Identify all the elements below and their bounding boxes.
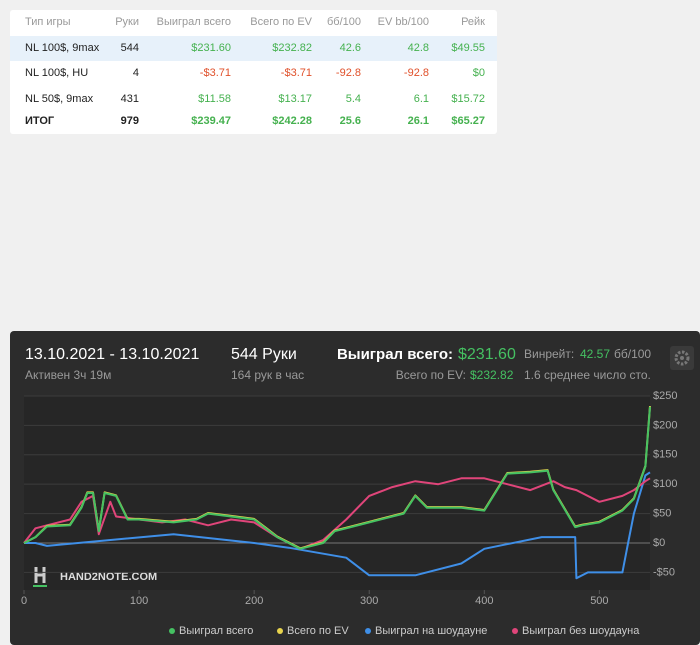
y-tick-label: -$50 — [653, 566, 675, 578]
table-cell: 25.6 — [340, 115, 361, 127]
date-range: 13.10.2021 - 13.10.2021 — [25, 346, 199, 363]
hands-rate: 164 рук в час — [231, 368, 304, 382]
table-cell: $242.28 — [272, 115, 312, 127]
legend-marker — [512, 628, 518, 634]
y-tick-label: $50 — [653, 507, 671, 519]
table-cell: 42.8 — [408, 42, 429, 54]
x-tick-label: 200 — [245, 595, 263, 607]
legend-label: Выиграл всего — [179, 625, 253, 637]
legend-label: Выиграл без шоудауна — [522, 625, 640, 637]
table-cell: 26.1 — [408, 115, 429, 127]
hands: 544 Руки — [231, 346, 297, 363]
table-cell: $65.27 — [451, 115, 485, 127]
won-value: $231.60 — [458, 346, 516, 363]
watermark-text: HAND2NOTE.COM — [60, 571, 157, 583]
plot-area — [24, 396, 650, 590]
ev-value: $232.82 — [470, 368, 514, 382]
watermark: HAND2NOTE.COM — [33, 567, 157, 587]
y-tick-label: $200 — [653, 419, 677, 431]
table-cell: $239.47 — [191, 115, 231, 127]
table-cell: -$3.71 — [281, 67, 312, 79]
winrate-unit: бб/100 — [614, 347, 651, 361]
y-tick-label: $150 — [653, 449, 677, 461]
row-highlight — [10, 36, 497, 61]
table-cell: 4 — [133, 67, 139, 79]
table-cell: 979 — [121, 115, 139, 127]
legend-marker — [365, 628, 371, 634]
table-cell: 544 — [121, 42, 139, 54]
series-line — [23, 406, 651, 550]
ev-label: Всего по EV: — [396, 368, 466, 382]
y-tick-label: $100 — [653, 478, 677, 490]
y-tick-label: $250 — [653, 390, 677, 402]
column-header: Выиграл всего — [157, 16, 231, 28]
won-label: Выиграл всего: — [337, 346, 453, 363]
winrate-label: Винрейт: — [524, 347, 574, 361]
legend-label: Выиграл на шоудауне — [375, 625, 487, 637]
tables-avg: 1.6 среднее число сто. — [524, 368, 651, 382]
table-cell: NL 100$, 9max — [25, 42, 100, 54]
table-cell: $11.58 — [198, 93, 231, 105]
x-tick-label: 500 — [590, 595, 608, 607]
column-header: Рейк — [461, 16, 485, 28]
legend-marker — [169, 628, 175, 634]
table-cell: 6.1 — [414, 93, 429, 105]
table-cell: $13.17 — [278, 93, 312, 105]
table-cell: NL 50$, 9max — [25, 93, 94, 105]
x-tick-label: 0 — [21, 595, 27, 607]
table-cell: $49.55 — [451, 42, 485, 54]
series-line — [24, 471, 651, 580]
legend-label: Всего по EV — [287, 625, 349, 637]
table-cell: -$3.71 — [200, 67, 231, 79]
column-header: Руки — [115, 16, 139, 28]
x-tick-label: 300 — [360, 595, 378, 607]
y-tick-label: $0 — [653, 537, 665, 549]
table-cell: -92.8 — [404, 67, 429, 79]
column-header: бб/100 — [327, 16, 361, 28]
table-cell: 42.6 — [340, 42, 361, 54]
active-time: Активен 3ч 19м — [25, 368, 111, 382]
table-cell: $232.82 — [272, 42, 312, 54]
x-tick-label: 400 — [475, 595, 493, 607]
column-header: Тип игры — [25, 16, 71, 28]
table-cell: 431 — [121, 93, 139, 105]
settings-button[interactable] — [670, 346, 694, 370]
column-header: EV bb/100 — [378, 16, 429, 28]
table-cell: ИТОГ — [25, 115, 55, 127]
column-header: Всего по EV — [250, 16, 312, 28]
table-cell: 5.4 — [346, 93, 361, 105]
table-cell: $0 — [473, 67, 485, 79]
table-cell: -92.8 — [336, 67, 361, 79]
table-cell: $15.72 — [451, 93, 485, 105]
x-tick-label: 100 — [130, 595, 148, 607]
table-cell: NL 100$, HU — [25, 67, 88, 79]
winrate-value: 42.57 — [580, 347, 610, 361]
legend-marker — [277, 628, 283, 634]
table-cell: $231.60 — [191, 42, 231, 54]
